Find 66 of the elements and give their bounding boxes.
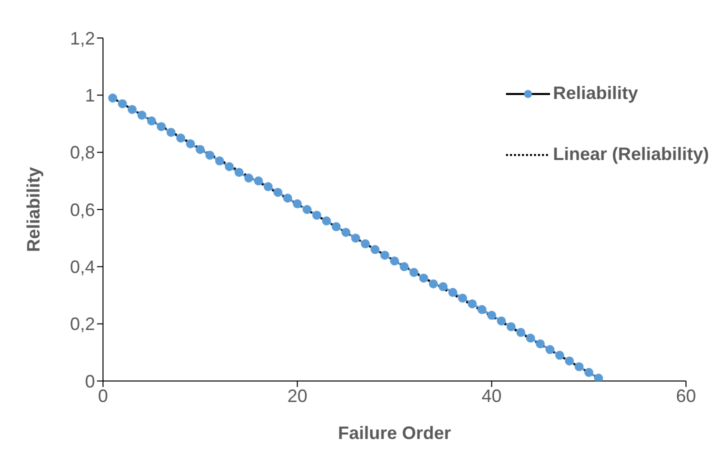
point bbox=[264, 182, 273, 192]
point bbox=[594, 374, 604, 381]
point bbox=[128, 104, 137, 114]
point bbox=[273, 188, 282, 197]
point bbox=[302, 205, 312, 214]
x-axis-title: Failure Order bbox=[338, 423, 452, 443]
point bbox=[156, 122, 166, 132]
point bbox=[332, 222, 341, 232]
y-axis-title: Reliability bbox=[23, 166, 44, 252]
point bbox=[283, 194, 292, 203]
y-tick-label: 0,6 bbox=[70, 200, 95, 220]
point bbox=[360, 239, 370, 248]
point bbox=[419, 274, 428, 283]
point bbox=[496, 316, 506, 326]
point bbox=[584, 368, 594, 377]
point bbox=[341, 228, 350, 237]
point bbox=[428, 279, 438, 288]
y-tick-label: 1,2 bbox=[70, 28, 95, 48]
point bbox=[108, 94, 118, 103]
y-tick-label: 0,8 bbox=[70, 142, 95, 163]
point bbox=[545, 345, 554, 354]
point bbox=[487, 310, 496, 320]
point bbox=[574, 362, 584, 372]
point bbox=[234, 168, 244, 177]
point bbox=[322, 216, 331, 226]
legend-label: Reliability bbox=[552, 83, 638, 104]
point bbox=[244, 174, 254, 183]
point bbox=[312, 210, 322, 220]
point bbox=[390, 256, 399, 266]
point bbox=[536, 339, 545, 348]
y-tick-label: 0,4 bbox=[70, 257, 95, 278]
point bbox=[516, 328, 526, 337]
point bbox=[137, 110, 146, 120]
point bbox=[477, 305, 486, 314]
y-tick-label: 0 bbox=[84, 371, 95, 392]
point bbox=[409, 268, 418, 277]
point bbox=[438, 282, 448, 292]
point bbox=[370, 245, 380, 254]
point bbox=[118, 99, 127, 108]
point bbox=[292, 199, 302, 208]
point bbox=[224, 162, 234, 172]
point bbox=[506, 322, 516, 332]
x-tick-label: 40 bbox=[482, 386, 502, 406]
y-tick-label: 1 bbox=[84, 86, 95, 106]
point bbox=[468, 299, 477, 308]
point bbox=[458, 294, 468, 303]
point bbox=[400, 262, 409, 272]
point bbox=[196, 144, 205, 154]
point bbox=[254, 176, 263, 186]
point bbox=[380, 250, 390, 260]
point bbox=[205, 150, 214, 160]
legend-label: Linear (Reliability) bbox=[552, 144, 709, 165]
x-tick-label: 60 bbox=[676, 386, 696, 406]
point bbox=[564, 356, 574, 366]
point bbox=[555, 350, 564, 360]
x-tick-label: 20 bbox=[287, 386, 308, 406]
point bbox=[448, 288, 458, 297]
point bbox=[147, 116, 156, 126]
point bbox=[166, 128, 176, 137]
point bbox=[186, 139, 195, 148]
y-tick-label: 0,2 bbox=[70, 314, 95, 334]
point bbox=[351, 234, 360, 243]
point bbox=[215, 156, 224, 166]
x-tick-label: 0 bbox=[98, 386, 108, 406]
point bbox=[176, 134, 186, 143]
point bbox=[526, 334, 536, 343]
